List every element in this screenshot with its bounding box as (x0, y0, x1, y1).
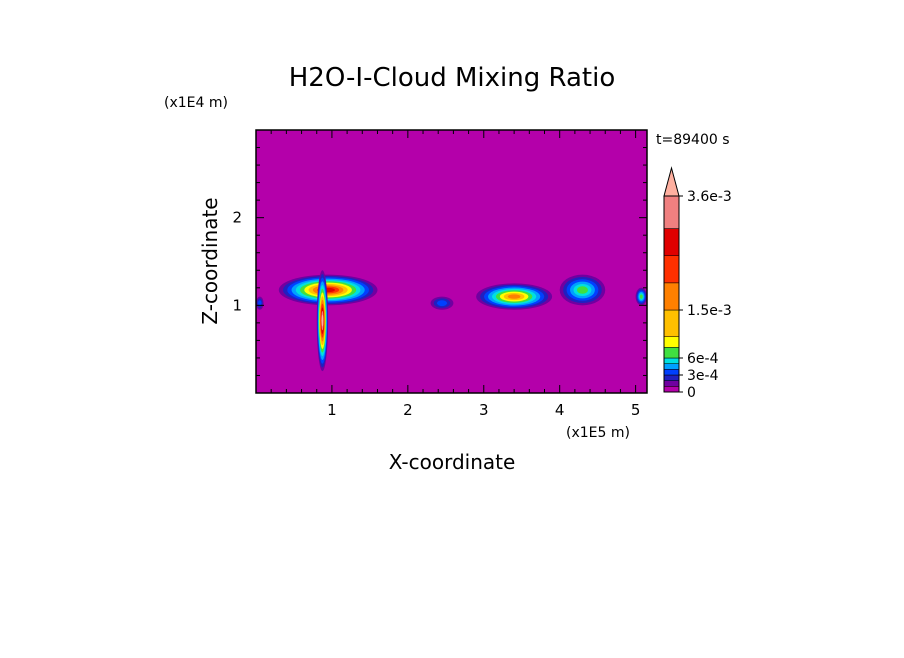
x-axis-label: X-coordinate (389, 450, 516, 474)
chart-title: H2O-I-Cloud Mixing Ratio (289, 63, 616, 93)
colorbar-label: 0 (687, 385, 696, 401)
y-tick-label: 2 (232, 209, 242, 227)
colorbar-segment (663, 357, 680, 364)
colorbar-segment (663, 195, 680, 229)
x-unit-label: (x1E5 m) (566, 425, 630, 441)
colorbar-label: 3.6e-3 (687, 189, 732, 205)
cloud-region-0-level-2 (258, 300, 262, 307)
y-axis-label: Z-coordinate (198, 197, 222, 324)
colorbar-segment (663, 282, 680, 311)
axes: 1 2 3 4 5 1 2 (232, 129, 648, 419)
colorbar-extension (663, 166, 680, 197)
cloud-region-5-level-5 (576, 286, 588, 294)
colorbar-segment (663, 228, 680, 256)
y-unit-label: (x1E4 m) (164, 95, 228, 111)
colorbar: 03e-46e-4 1.5e-3 3.6e-3 (663, 166, 732, 401)
colorbar-label: 3e-4 (687, 368, 719, 384)
colorbar-segment (663, 363, 680, 370)
x-tick-label: 1 (327, 401, 337, 419)
cloud-region-6-level-5 (639, 294, 643, 299)
plot-background (256, 130, 647, 393)
colorbar-segment (663, 336, 680, 348)
colorbar-segment (663, 255, 680, 284)
colorbar-label: 1.5e-3 (687, 303, 732, 319)
colorbar-segment (663, 309, 680, 337)
colorbar-segment (663, 386, 680, 393)
x-tick-label: 5 (631, 401, 641, 419)
colorbar-segment (663, 347, 680, 359)
cloud-region-2-level-12 (321, 314, 324, 327)
x-tick-label: 2 (403, 401, 413, 419)
x-tick-label: 3 (479, 401, 489, 419)
plot-area (256, 130, 647, 393)
colorbar-segment (663, 380, 680, 387)
colorbar-segment (663, 374, 680, 381)
colorbar-label: 6e-4 (687, 351, 719, 367)
time-label: t=89400 s (656, 132, 730, 148)
colorbar-segment (663, 369, 680, 376)
cloud-region-3-level-2 (436, 300, 448, 307)
cloud-layer (256, 270, 647, 372)
cloud-region-4-level-8 (507, 294, 521, 299)
y-tick-label: 1 (232, 296, 242, 314)
plot-frame (255, 129, 648, 394)
x-tick-label: 4 (555, 401, 565, 419)
